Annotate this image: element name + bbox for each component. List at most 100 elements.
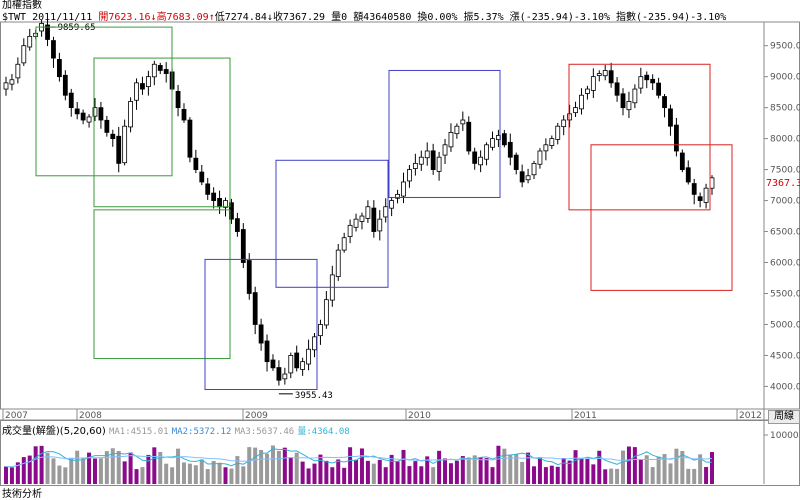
vol-value: 量:4364.08 xyxy=(297,427,350,437)
y-tick-label: 7500.0 xyxy=(770,166,800,176)
volume-bar xyxy=(229,468,234,484)
candle-body xyxy=(430,150,436,170)
volume-bar xyxy=(567,460,572,484)
volume-bar xyxy=(496,445,501,484)
candle-body xyxy=(436,156,442,172)
volume-bar xyxy=(401,449,406,484)
y-tick-label: 6000.0 xyxy=(770,259,800,269)
candle-body xyxy=(490,138,495,148)
volume-bar xyxy=(199,459,204,484)
volume-bar xyxy=(425,456,430,484)
volume-bar xyxy=(181,462,186,484)
candle-body xyxy=(140,83,145,90)
candle-body xyxy=(163,69,169,74)
candle-body xyxy=(205,183,211,195)
candle-body xyxy=(175,91,181,109)
candle-body xyxy=(258,324,264,344)
volume-bar xyxy=(324,460,329,484)
analysis-box xyxy=(568,63,711,211)
candle-body xyxy=(501,133,507,146)
candle-body xyxy=(300,361,306,370)
volume-bar xyxy=(104,451,109,484)
candle-body xyxy=(110,133,116,140)
volume-bar xyxy=(253,447,258,484)
volume-bar xyxy=(644,455,649,484)
volume-bar xyxy=(158,451,163,484)
amount-value: 額43640580 xyxy=(353,12,412,23)
volume-bar xyxy=(348,447,353,484)
down-arrow-icon: ↓ xyxy=(150,12,157,23)
candle-body xyxy=(9,79,15,85)
y-tick-label: 7000.0 xyxy=(770,197,800,207)
technical-analysis-tab[interactable]: 技術分析 xyxy=(2,489,42,500)
candle-body xyxy=(145,76,151,88)
volume-bar xyxy=(383,467,388,484)
year-tick-label: 2008 xyxy=(79,411,102,421)
candle-body xyxy=(596,73,602,76)
volume-y-tick-label: 10000 xyxy=(770,431,799,441)
volume-bar xyxy=(555,466,560,484)
volume-bar xyxy=(407,466,412,484)
volume-bar xyxy=(122,461,127,484)
volume-bar xyxy=(460,456,465,484)
volume-bar xyxy=(573,450,578,484)
period-weekly-button[interactable]: 周線 xyxy=(768,410,800,424)
volume-bar xyxy=(276,450,281,484)
volume-bar xyxy=(686,468,691,484)
last-price-tag: 7367.3 xyxy=(766,178,800,189)
candle-body xyxy=(484,144,489,160)
year-tick-label: 2010 xyxy=(408,411,431,421)
volume-bar xyxy=(662,454,667,484)
volume-bar xyxy=(15,462,20,484)
candle-body xyxy=(401,181,406,197)
volume-bar xyxy=(170,467,175,484)
candle-body xyxy=(454,125,460,135)
volume-bar xyxy=(585,459,590,484)
volume-value: 量0 xyxy=(331,12,348,23)
candle-body xyxy=(323,299,329,326)
volume-bar xyxy=(365,460,370,484)
candle-body xyxy=(602,70,608,77)
symbol: $TWT xyxy=(2,12,27,23)
volume-bar xyxy=(75,450,80,484)
volume-bar xyxy=(164,463,169,484)
candle-body xyxy=(282,373,288,380)
change-value: 漲(-235.94)-3.10% xyxy=(509,12,610,23)
volume-bar xyxy=(116,450,121,484)
date: 2011/11/11 xyxy=(32,12,93,23)
candle-body xyxy=(335,249,341,277)
volume-bar xyxy=(312,463,317,484)
volume-bar xyxy=(39,445,44,484)
y-tick-label: 5000.0 xyxy=(770,320,800,330)
volume-bar xyxy=(235,456,240,484)
candle-body xyxy=(644,74,650,81)
candle-body xyxy=(709,177,715,189)
candle-body xyxy=(341,237,347,251)
volume-bar xyxy=(45,452,50,484)
year-tick-label: 2012 xyxy=(739,411,762,421)
close-value: 收7367.29 xyxy=(272,12,326,23)
volume-bar xyxy=(632,447,637,484)
volume-bar xyxy=(152,447,157,484)
candle-body xyxy=(199,171,205,183)
candle-body xyxy=(312,336,317,351)
volume-bar xyxy=(698,454,703,484)
candle-body xyxy=(27,35,33,48)
volume-ma-line xyxy=(5,455,713,468)
candle-body xyxy=(460,119,466,125)
analysis-box xyxy=(275,159,389,288)
volume-bar xyxy=(454,460,459,484)
amplitude-value: 振5.37% xyxy=(463,12,504,23)
candle-body xyxy=(318,324,323,337)
volume-bar xyxy=(591,464,596,484)
y-tick-label: 9500.0 xyxy=(770,42,800,52)
candle-body xyxy=(424,150,430,159)
volume-bar xyxy=(674,448,679,484)
y-tick-label: 5500.0 xyxy=(770,289,800,299)
volume-bar xyxy=(561,458,566,484)
volume-bar xyxy=(330,467,335,484)
candle-body xyxy=(395,193,400,199)
volume-bar xyxy=(431,467,436,484)
analysis-box xyxy=(35,26,173,177)
